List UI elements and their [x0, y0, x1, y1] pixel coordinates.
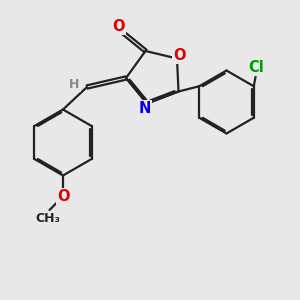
Text: CH₃: CH₃ [35, 212, 61, 225]
Text: O: O [57, 189, 69, 204]
Text: O: O [173, 48, 186, 63]
Text: Cl: Cl [248, 60, 264, 75]
Text: N: N [138, 101, 151, 116]
Text: H: H [69, 77, 80, 91]
Text: O: O [112, 19, 125, 34]
